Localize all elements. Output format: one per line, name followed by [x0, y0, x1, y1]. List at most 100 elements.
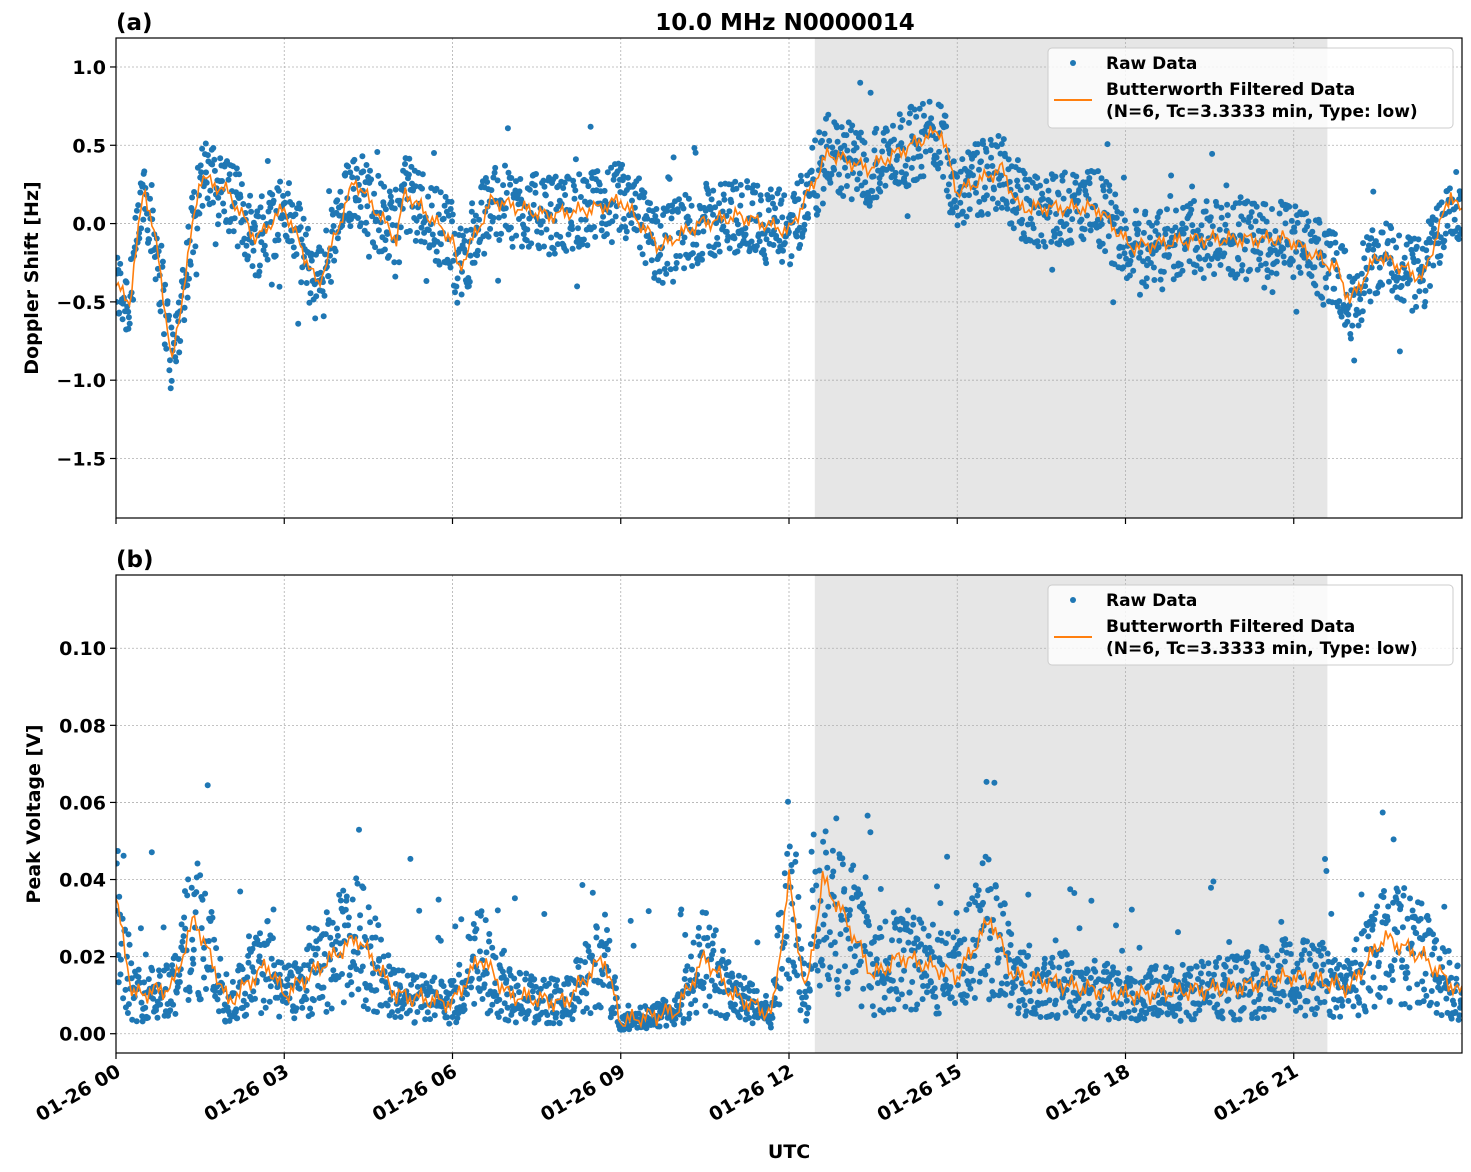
- raw-data-point: [1014, 157, 1021, 164]
- raw-data-point: [950, 158, 957, 165]
- raw-data-point: [968, 965, 975, 972]
- raw-data-point: [545, 980, 552, 987]
- raw-data-point: [970, 936, 977, 943]
- raw-data-point: [217, 155, 224, 162]
- raw-data-point: [1263, 218, 1270, 225]
- raw-data-point: [1332, 239, 1339, 246]
- raw-data-point: [210, 199, 216, 206]
- raw-data-point: [1158, 1009, 1165, 1016]
- raw-data-point: [797, 1007, 804, 1014]
- raw-data-point: [663, 1022, 670, 1029]
- raw-data-point: [579, 241, 586, 248]
- raw-data-point: [1222, 963, 1229, 970]
- raw-data-point: [405, 171, 412, 178]
- raw-data-point: [180, 933, 187, 940]
- raw-data-point: [571, 1004, 578, 1011]
- raw-data-point: [937, 103, 944, 110]
- raw-data-point: [830, 893, 837, 900]
- raw-data-point: [993, 895, 1000, 902]
- raw-data-point: [1159, 286, 1166, 293]
- raw-data-point: [835, 968, 842, 975]
- raw-data-point: [864, 812, 871, 819]
- raw-data-point: [1359, 308, 1366, 315]
- raw-data-point: [382, 237, 389, 244]
- raw-data-point: [1005, 920, 1012, 927]
- raw-data-point: [250, 247, 257, 254]
- raw-data-point: [532, 189, 539, 196]
- raw-data-point: [781, 240, 788, 246]
- raw-data-point: [754, 939, 761, 946]
- raw-data-point: [809, 887, 816, 894]
- raw-data-point: [444, 1014, 451, 1021]
- raw-data-point: [476, 975, 483, 982]
- raw-data-point: [642, 260, 649, 267]
- raw-data-point: [710, 947, 717, 954]
- raw-data-point: [408, 981, 415, 988]
- raw-data-point: [1126, 965, 1133, 972]
- raw-data-point: [323, 227, 330, 234]
- raw-data-point: [1278, 918, 1285, 925]
- raw-data-point: [1296, 993, 1303, 1000]
- raw-data-point: [509, 243, 516, 250]
- raw-data-point: [1346, 302, 1353, 308]
- raw-data-point: [882, 182, 889, 189]
- raw-data-point: [248, 208, 255, 215]
- raw-data-point: [1240, 216, 1247, 223]
- raw-data-point: [705, 190, 712, 197]
- raw-data-point: [1247, 214, 1254, 220]
- raw-data-point: [364, 1006, 371, 1012]
- raw-data-point: [1019, 216, 1026, 223]
- raw-data-point: [933, 135, 940, 142]
- raw-data-point: [890, 122, 896, 129]
- raw-data-point: [600, 982, 607, 988]
- raw-data-point: [186, 988, 193, 995]
- raw-data-point: [547, 993, 554, 1000]
- raw-data-point: [541, 911, 548, 917]
- raw-data-point: [1350, 1003, 1357, 1010]
- raw-data-point: [1054, 1012, 1061, 1019]
- raw-data-point: [1241, 246, 1248, 253]
- raw-data-point: [583, 1005, 590, 1012]
- raw-data-point: [815, 938, 822, 945]
- raw-data-point: [1104, 960, 1111, 967]
- raw-data-point: [345, 922, 352, 929]
- raw-data-point: [1301, 947, 1308, 954]
- raw-data-point: [175, 956, 182, 962]
- raw-data-point: [967, 985, 974, 992]
- raw-data-point: [391, 205, 398, 212]
- raw-data-point: [1396, 232, 1403, 239]
- raw-data-point: [349, 174, 356, 181]
- raw-data-point: [547, 201, 554, 208]
- raw-data-point: [1120, 174, 1127, 181]
- raw-data-point: [843, 926, 850, 933]
- raw-data-point: [806, 193, 813, 199]
- raw-data-point: [164, 298, 171, 305]
- raw-data-point: [507, 224, 514, 231]
- raw-data-point: [1338, 997, 1345, 1004]
- raw-data-point: [672, 265, 679, 272]
- raw-data-point: [334, 197, 341, 204]
- raw-data-point: [281, 221, 288, 228]
- raw-data-point: [694, 260, 701, 267]
- raw-data-point: [1164, 1011, 1171, 1018]
- raw-data-point: [1454, 962, 1461, 969]
- raw-data-point: [381, 246, 388, 253]
- raw-data-point: [654, 218, 661, 225]
- raw-data-point: [1152, 228, 1159, 234]
- raw-data-point: [803, 1017, 810, 1024]
- filtered-data-line: [116, 125, 1462, 360]
- raw-data-point: [375, 227, 382, 234]
- raw-data-point: [843, 183, 850, 189]
- raw-data-point: [1415, 236, 1422, 243]
- raw-data-point: [664, 207, 671, 214]
- raw-data-point: [1121, 217, 1128, 224]
- raw-data-point: [202, 140, 209, 147]
- raw-data-point: [275, 237, 282, 243]
- raw-data-point: [569, 245, 576, 252]
- raw-data-point: [1282, 936, 1289, 943]
- raw-data-point: [943, 187, 950, 194]
- raw-data-point: [300, 215, 307, 222]
- raw-data-point: [1205, 970, 1212, 977]
- raw-data-point: [342, 906, 349, 913]
- raw-data-point: [1441, 903, 1448, 910]
